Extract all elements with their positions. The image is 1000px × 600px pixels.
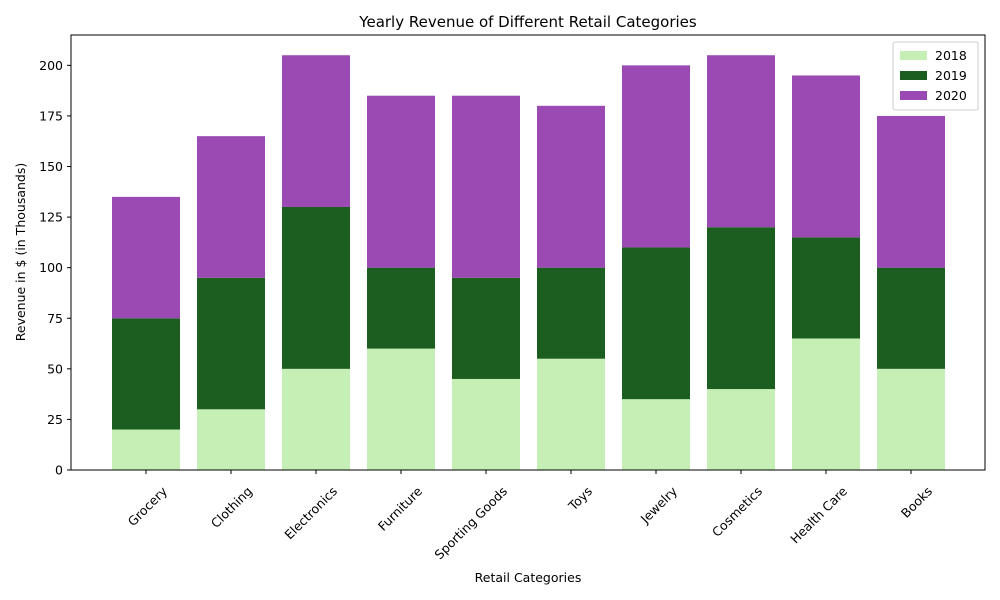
y-tick-label: 25 (47, 412, 63, 427)
bar-jewelry-2019 (622, 247, 690, 400)
bar-health-care-2018 (792, 338, 860, 470)
plot-frame (70, 34, 986, 471)
x-tick-label: Health Care (787, 483, 850, 546)
bar-jewelry-2020 (622, 65, 690, 248)
bar-electronics-2019 (282, 206, 350, 369)
y-tick-label: 200 (39, 58, 63, 73)
bar-furniture-2020 (367, 95, 435, 268)
y-tick-label: 150 (39, 159, 63, 174)
legend: 2018 2019 2020 (892, 41, 979, 111)
x-tick-label: Furniture (375, 483, 426, 534)
x-tick-label: Books (898, 484, 935, 521)
x-tick-label: Cosmetics (709, 484, 765, 540)
x-axis-label: Retail Categories (475, 570, 582, 585)
bar-cosmetics-2019 (707, 227, 775, 390)
y-tick-label: 125 (39, 210, 63, 225)
legend-swatch-2019 (900, 71, 927, 80)
x-axis: Grocery Clothing Electronics Furniture Sport… (125, 470, 935, 562)
bar-toys-2019 (537, 267, 605, 359)
bar-grocery-2020 (112, 196, 180, 319)
x-tick-label: Toys (565, 484, 595, 514)
bar-cosmetics-2020 (707, 55, 775, 228)
bar-health-care-2019 (792, 237, 860, 339)
legend-label-2018: 2018 (935, 48, 967, 63)
bar-grocery-2019 (112, 318, 180, 430)
y-axis: 0 25 50 75 100 125 150 175 200 (39, 58, 71, 478)
legend-swatch-2020 (900, 91, 927, 100)
chart-title: Yearly Revenue of Different Retail Categ… (358, 13, 697, 31)
x-tick-label: Sporting Goods (431, 484, 510, 563)
bar-books-2018 (877, 368, 945, 470)
bar-toys-2020 (537, 105, 605, 268)
x-tick-label: Grocery (125, 483, 171, 529)
bar-electronics-2018 (282, 368, 350, 470)
bar-sporting-goods-2018 (452, 378, 520, 470)
bar-cosmetics-2018 (707, 389, 775, 470)
bar-clothing-2018 (197, 409, 265, 470)
y-tick-label: 75 (47, 311, 63, 326)
bar-books-2020 (877, 115, 945, 268)
y-tick-label: 175 (39, 108, 63, 123)
x-tick-label: Electronics (281, 484, 340, 543)
bar-toys-2018 (537, 358, 605, 470)
bar-grocery-2018 (112, 429, 180, 470)
bar-furniture-2018 (367, 348, 435, 470)
bar-clothing-2020 (197, 136, 265, 278)
bars-group (112, 55, 945, 470)
y-tick-label: 50 (47, 361, 63, 376)
y-tick-label: 0 (55, 463, 63, 478)
x-tick-label: Jewelry (637, 483, 681, 527)
legend-label-2020: 2020 (935, 88, 967, 103)
x-tick-label: Clothing (208, 484, 255, 531)
bar-sporting-goods-2019 (452, 277, 520, 379)
bar-clothing-2019 (197, 277, 265, 410)
bar-health-care-2020 (792, 75, 860, 238)
y-axis-label: Revenue in $ (in Thousands) (13, 163, 28, 342)
legend-label-2019: 2019 (935, 68, 967, 83)
bar-furniture-2019 (367, 267, 435, 349)
bar-sporting-goods-2020 (452, 95, 520, 278)
legend-swatch-2018 (900, 51, 927, 60)
bar-books-2019 (877, 267, 945, 369)
y-tick-label: 100 (39, 260, 63, 275)
bar-electronics-2020 (282, 55, 350, 207)
bar-jewelry-2018 (622, 399, 690, 470)
